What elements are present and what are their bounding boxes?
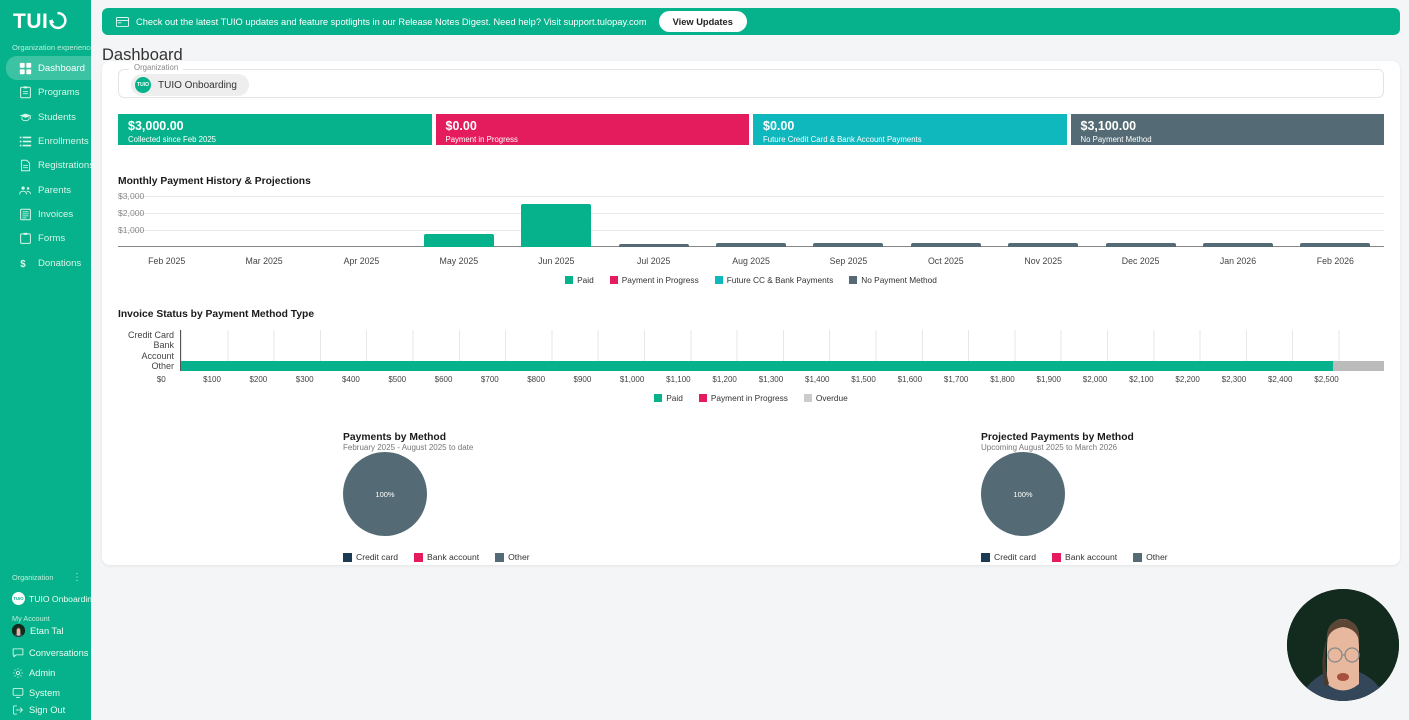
svg-text:$: $ [20,259,26,270]
